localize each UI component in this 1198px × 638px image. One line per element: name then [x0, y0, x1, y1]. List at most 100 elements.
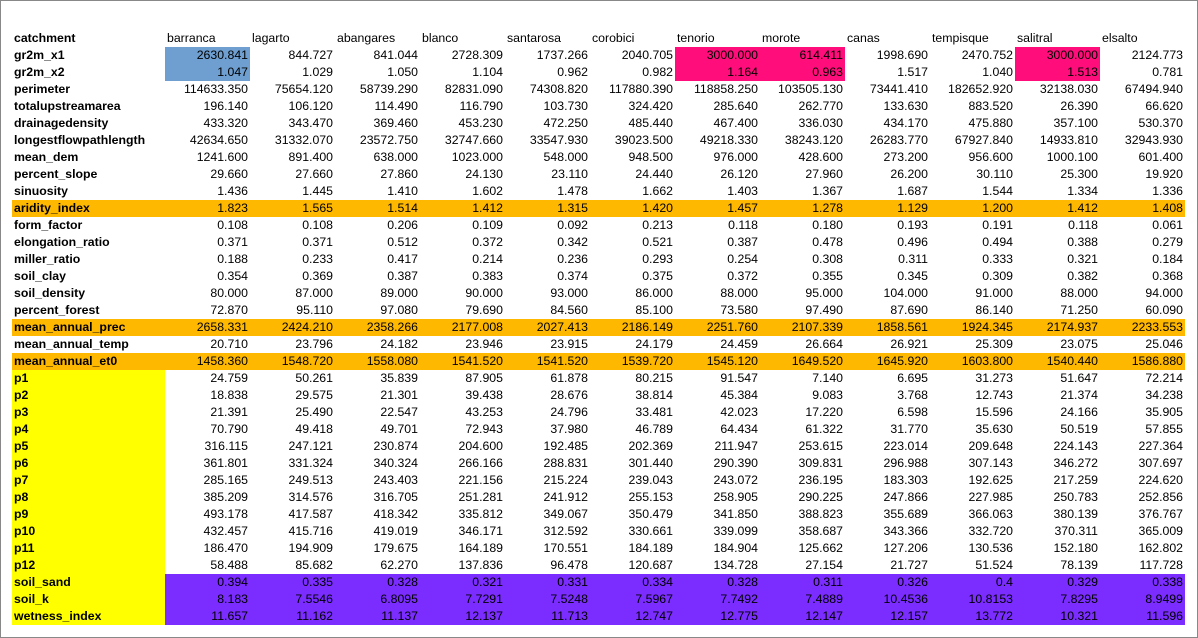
- cell[interactable]: 25.300: [1060, 167, 1098, 181]
- cell[interactable]: 86.140: [975, 303, 1013, 317]
- cell[interactable]: 1737.266: [536, 48, 588, 62]
- cell[interactable]: 217.259: [1053, 473, 1098, 487]
- cell[interactable]: 58739.290: [359, 82, 418, 96]
- cell[interactable]: 61.322: [805, 422, 843, 436]
- cell[interactable]: 0.214: [472, 252, 503, 266]
- cell[interactable]: 7.7291: [420, 591, 505, 608]
- cell[interactable]: 7.7492: [675, 591, 760, 608]
- row-label[interactable]: p2: [12, 387, 165, 404]
- cell[interactable]: 170.551: [543, 541, 588, 555]
- cell[interactable]: 2174.937: [1015, 319, 1100, 336]
- cell[interactable]: 192.485: [543, 439, 588, 453]
- cell[interactable]: 78.139: [1060, 558, 1098, 572]
- cell[interactable]: 224.143: [1053, 439, 1098, 453]
- cell[interactable]: 7.140: [812, 371, 843, 385]
- cell[interactable]: 1.662: [642, 184, 673, 198]
- cell[interactable]: 1.336: [1152, 184, 1183, 198]
- cell[interactable]: 307.143: [968, 456, 1013, 470]
- cell[interactable]: 70.790: [210, 422, 248, 436]
- cell[interactable]: 196.140: [203, 99, 248, 113]
- cell[interactable]: 1558.080: [335, 353, 420, 370]
- cell[interactable]: 0.335: [250, 574, 335, 591]
- cell[interactable]: 6.598: [897, 405, 928, 419]
- cell[interactable]: 0.180: [812, 218, 843, 232]
- cell[interactable]: 11.162: [250, 608, 335, 625]
- cell[interactable]: 3000.000: [1015, 47, 1100, 64]
- cell[interactable]: 26.921: [890, 337, 928, 351]
- cell[interactable]: 85.682: [295, 558, 333, 572]
- cell[interactable]: 50.519: [1060, 422, 1098, 436]
- cell[interactable]: 301.440: [628, 456, 673, 470]
- cell[interactable]: 0.371: [302, 235, 333, 249]
- row-label[interactable]: totalupstreamarea: [14, 99, 121, 113]
- cell[interactable]: 0.236: [557, 252, 588, 266]
- cell[interactable]: 26.390: [1060, 99, 1098, 113]
- cell[interactable]: 638.000: [373, 150, 418, 164]
- cell[interactable]: 209.648: [968, 439, 1013, 453]
- cell[interactable]: 24.179: [635, 337, 673, 351]
- cell[interactable]: 39.438: [465, 388, 503, 402]
- cell[interactable]: 24.166: [1060, 405, 1098, 419]
- cell[interactable]: 340.324: [373, 456, 418, 470]
- cell[interactable]: 23.110: [551, 167, 588, 181]
- cell[interactable]: 1.544: [982, 184, 1013, 198]
- cell[interactable]: 46.789: [635, 422, 673, 436]
- cell[interactable]: 307.697: [1138, 456, 1183, 470]
- cell[interactable]: 20.710: [210, 337, 248, 351]
- row-label[interactable]: p8: [12, 489, 165, 506]
- cell[interactable]: 0.372: [727, 269, 758, 283]
- cell[interactable]: 35.630: [975, 422, 1013, 436]
- cell[interactable]: 0.118: [1068, 218, 1098, 232]
- cell[interactable]: 120.687: [628, 558, 673, 572]
- cell[interactable]: 27.660: [295, 167, 333, 181]
- cell[interactable]: 346.272: [1053, 456, 1098, 470]
- cell[interactable]: 51.524: [975, 558, 1013, 572]
- cell[interactable]: 2728.309: [451, 48, 503, 62]
- cell[interactable]: 336.030: [798, 116, 843, 130]
- cell[interactable]: 0.369: [302, 269, 333, 283]
- cell[interactable]: 17.220: [805, 405, 843, 419]
- column-header-elsalto[interactable]: elsalto: [1102, 31, 1138, 45]
- cell[interactable]: 418.342: [373, 507, 418, 521]
- cell[interactable]: 1.457: [675, 200, 760, 217]
- cell[interactable]: 104.000: [883, 286, 928, 300]
- cell[interactable]: 34.238: [1145, 388, 1183, 402]
- cell[interactable]: 0.375: [642, 269, 673, 283]
- cell[interactable]: 0.193: [897, 218, 928, 232]
- cell[interactable]: 614.411: [760, 47, 845, 64]
- cell[interactable]: 72.870: [210, 303, 248, 317]
- row-label[interactable]: miller_ratio: [14, 252, 81, 266]
- cell[interactable]: 103505.130: [778, 82, 843, 96]
- cell[interactable]: 114633.350: [183, 82, 248, 96]
- cell[interactable]: 6.8095: [335, 591, 420, 608]
- cell[interactable]: 343.366: [883, 524, 928, 538]
- cell[interactable]: 24.796: [550, 405, 588, 419]
- cell[interactable]: 432.457: [203, 524, 248, 538]
- cell[interactable]: 0.387: [387, 269, 418, 283]
- cell[interactable]: 94.000: [1145, 286, 1183, 300]
- cell[interactable]: 428.600: [798, 150, 843, 164]
- cell[interactable]: 1858.561: [845, 319, 930, 336]
- cell[interactable]: 2027.413: [505, 319, 590, 336]
- cell[interactable]: 95.110: [296, 303, 333, 317]
- cell[interactable]: 19.920: [1145, 167, 1183, 181]
- column-header-corobici[interactable]: corobici: [592, 31, 635, 45]
- cell[interactable]: 0.962: [557, 65, 588, 79]
- cell[interactable]: 117.728: [1139, 558, 1183, 572]
- cell[interactable]: 152.180: [1053, 541, 1098, 555]
- cell[interactable]: 184.904: [713, 541, 758, 555]
- cell[interactable]: 1.687: [897, 184, 928, 198]
- cell[interactable]: 31332.070: [274, 133, 333, 147]
- cell[interactable]: 80.000: [210, 286, 248, 300]
- cell[interactable]: 312.592: [543, 524, 588, 538]
- cell[interactable]: 341.850: [713, 507, 758, 521]
- cell[interactable]: 493.178: [203, 507, 248, 521]
- cell[interactable]: 26283.770: [869, 133, 928, 147]
- cell[interactable]: 376.767: [1138, 507, 1183, 521]
- cell[interactable]: 1.315: [505, 200, 590, 217]
- cell[interactable]: 0.188: [217, 252, 248, 266]
- cell[interactable]: 453.230: [458, 116, 503, 130]
- cell[interactable]: 0.311: [898, 252, 928, 266]
- cell[interactable]: 1.565: [250, 200, 335, 217]
- cell[interactable]: 221.156: [458, 473, 503, 487]
